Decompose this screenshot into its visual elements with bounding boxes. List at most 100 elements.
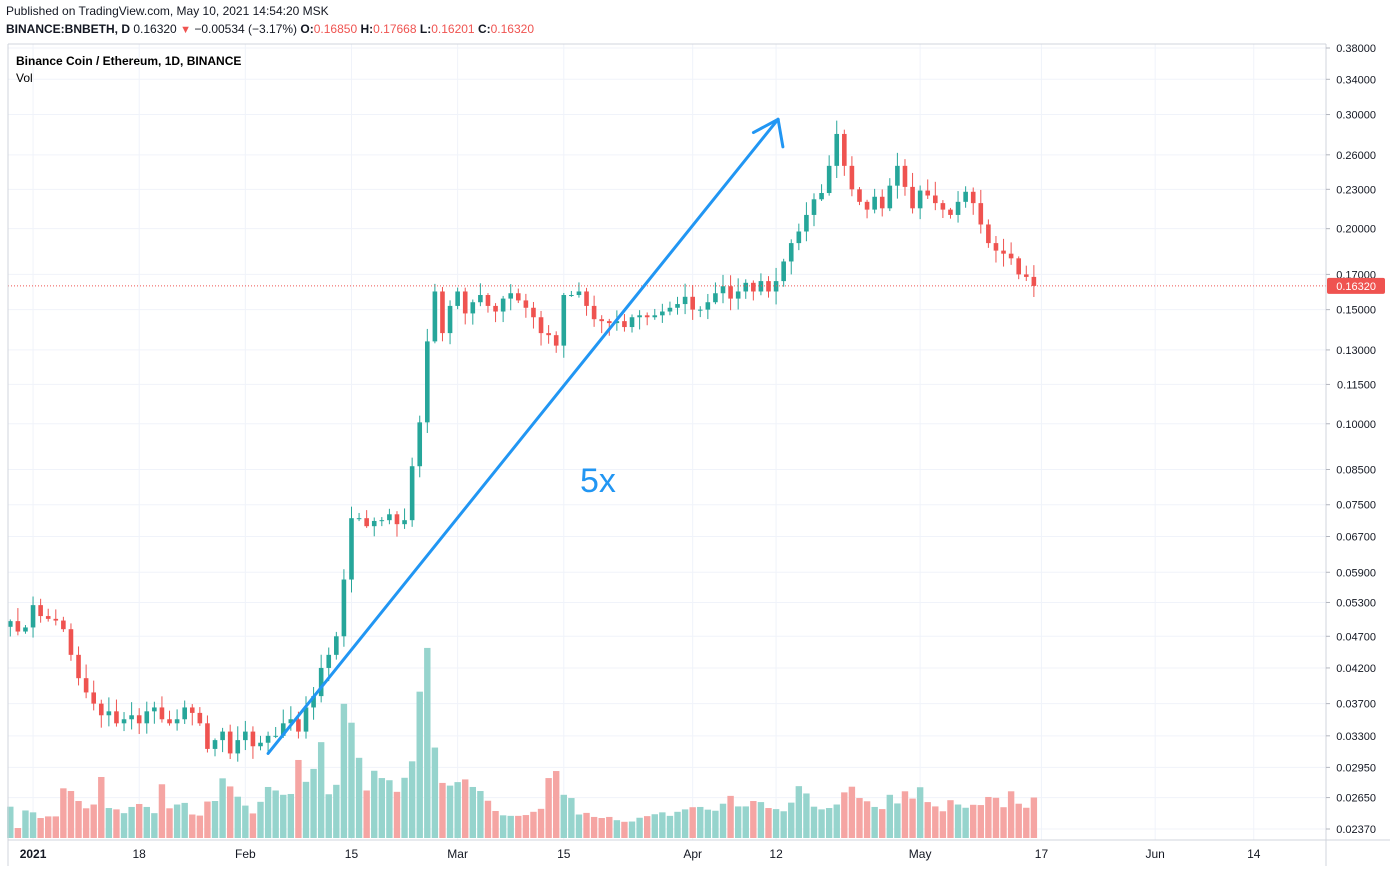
price-axis[interactable]: 0.38000 0.34000 0.30000 0.26000 0.23000 0.200… <box>1326 43 1376 836</box>
price-tick-label: 0.34000 <box>1336 74 1376 86</box>
volume-bar <box>52 816 59 838</box>
candle-body <box>394 514 400 525</box>
volume-bar <box>484 800 492 838</box>
time-tick-label: 2021 <box>20 847 47 861</box>
candle-body <box>857 189 862 202</box>
last-price: 0.16320 <box>133 22 177 36</box>
volume-bar <box>469 786 477 838</box>
candle-body <box>205 723 210 749</box>
candle-body <box>15 621 21 632</box>
price-tick-label: 0.02370 <box>1336 824 1376 836</box>
candle-body <box>1001 250 1006 254</box>
arrow-shaft <box>266 117 780 755</box>
volume-bar <box>788 802 795 838</box>
volume-bar <box>67 791 75 838</box>
candle-body <box>212 740 218 749</box>
volume-bar <box>856 798 863 838</box>
down-arrow-icon: ▼ <box>180 24 191 36</box>
volume-bar <box>37 818 44 838</box>
candle-body <box>91 692 97 704</box>
volume-bar <box>234 796 241 838</box>
volume-bar <box>211 801 219 838</box>
time-tick-label: Jun <box>1146 847 1165 861</box>
candle-body <box>61 620 66 630</box>
candle-body <box>38 605 43 617</box>
volume-bar <box>901 791 909 838</box>
volume-bar <box>697 806 704 838</box>
volume-bar <box>355 757 363 838</box>
candle-body <box>940 203 946 210</box>
volume-bar <box>818 809 825 838</box>
volume-bar <box>1023 807 1030 838</box>
candle-body <box>83 678 89 693</box>
price-tick-label: 0.03700 <box>1336 699 1376 711</box>
candle-body <box>697 309 703 311</box>
candle-body <box>425 341 430 423</box>
volume-bar <box>848 786 856 838</box>
volume-bar <box>628 821 636 838</box>
volume-bar <box>636 817 643 838</box>
candle-body <box>735 291 741 299</box>
candle-body <box>470 302 476 314</box>
candle-body <box>705 302 711 310</box>
candle-body <box>986 224 991 244</box>
candle-body <box>432 291 438 342</box>
candle-body <box>136 715 142 724</box>
candle-body <box>98 703 104 716</box>
volume-bar <box>886 794 894 838</box>
price-tick-label: 0.13000 <box>1336 345 1376 357</box>
volume-bar <box>1000 807 1007 838</box>
volume-bar <box>515 815 522 838</box>
volume-bar <box>1007 791 1015 838</box>
candle-body <box>243 731 248 741</box>
candle-body <box>159 707 165 720</box>
volume-bar <box>522 815 530 838</box>
volume-bar <box>416 691 423 838</box>
volume-bar <box>590 816 598 838</box>
volume-bar <box>666 815 674 838</box>
volume-bar <box>772 809 780 838</box>
candle-body <box>45 616 51 619</box>
candle-body <box>652 315 658 318</box>
volume-bar <box>431 747 439 838</box>
candle-body <box>121 719 127 724</box>
candle-body <box>402 520 407 525</box>
volume-bar <box>977 805 984 838</box>
candle-body <box>622 321 627 328</box>
candle-body <box>455 291 460 306</box>
volume-bar <box>90 804 97 838</box>
volume-bar <box>803 793 810 838</box>
candle-body <box>842 133 847 166</box>
candle-body <box>713 293 718 303</box>
volume-bar <box>196 815 204 838</box>
volume-bar <box>492 811 499 838</box>
volume-bar <box>553 771 560 838</box>
time-axis[interactable]: 2021 18 Feb 15 Mar 15 Apr 12 May 17 Jun 14 <box>20 847 1261 861</box>
volume-bar <box>98 776 105 838</box>
candle-body <box>804 214 809 232</box>
candle-body <box>114 711 119 724</box>
volume-bar <box>545 778 552 838</box>
candle-body <box>152 707 157 712</box>
candle-body <box>174 719 180 724</box>
volume-bar <box>613 820 621 838</box>
volume-bar <box>280 794 287 838</box>
time-tick-label: 17 <box>1035 847 1049 861</box>
volume-bar <box>151 813 158 838</box>
candle-body <box>167 719 172 724</box>
volume-bar <box>143 806 150 838</box>
candle-body <box>675 304 680 308</box>
candle-body <box>970 191 976 204</box>
volume-bar <box>795 786 803 838</box>
volume-bar <box>386 780 393 838</box>
volume-bar <box>333 784 340 838</box>
candle-body <box>864 201 870 210</box>
candle-body <box>76 654 81 679</box>
price-tick-label: 0.38000 <box>1336 43 1376 55</box>
volume-bar <box>393 791 401 838</box>
volume-bar <box>583 812 590 838</box>
price-tick-label: 0.02950 <box>1336 762 1376 774</box>
volume-bar <box>135 803 143 838</box>
time-tick-label: 14 <box>1247 847 1261 861</box>
